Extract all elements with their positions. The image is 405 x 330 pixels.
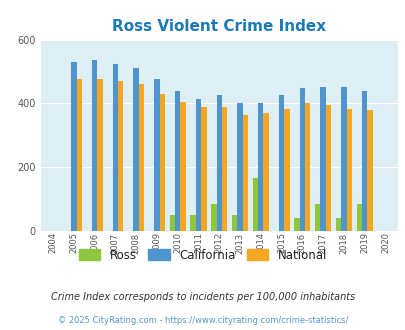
Bar [242,115,247,231]
Bar [258,103,263,231]
Bar [361,91,367,231]
Bar [169,215,175,231]
Bar [92,60,97,231]
Bar [325,105,330,231]
Bar [200,107,206,231]
Bar [284,109,289,231]
Bar [97,80,102,231]
Bar [278,95,284,231]
Bar [314,204,320,231]
Title: Ross Violent Crime Index: Ross Violent Crime Index [112,19,326,34]
Text: © 2025 CityRating.com - https://www.cityrating.com/crime-statistics/: © 2025 CityRating.com - https://www.city… [58,316,347,325]
Bar [211,204,216,231]
Bar [180,102,185,231]
Bar [113,63,118,231]
Bar [118,81,123,231]
Legend: Ross, California, National: Ross, California, National [74,244,331,266]
Bar [133,68,139,231]
Bar [139,84,144,231]
Bar [159,94,164,231]
Bar [356,204,361,231]
Bar [222,107,227,231]
Bar [252,178,258,231]
Bar [216,95,222,231]
Bar [299,88,304,231]
Bar [340,87,346,231]
Bar [154,80,159,231]
Bar [231,215,237,231]
Bar [190,215,195,231]
Bar [195,99,200,231]
Bar [335,217,340,231]
Bar [71,62,77,231]
Bar [263,113,268,231]
Bar [367,111,372,231]
Bar [304,103,310,231]
Bar [294,217,299,231]
Bar [237,103,242,231]
Bar [77,80,82,231]
Bar [175,91,180,231]
Bar [346,109,351,231]
Bar [320,87,325,231]
Text: Crime Index corresponds to incidents per 100,000 inhabitants: Crime Index corresponds to incidents per… [51,292,354,302]
